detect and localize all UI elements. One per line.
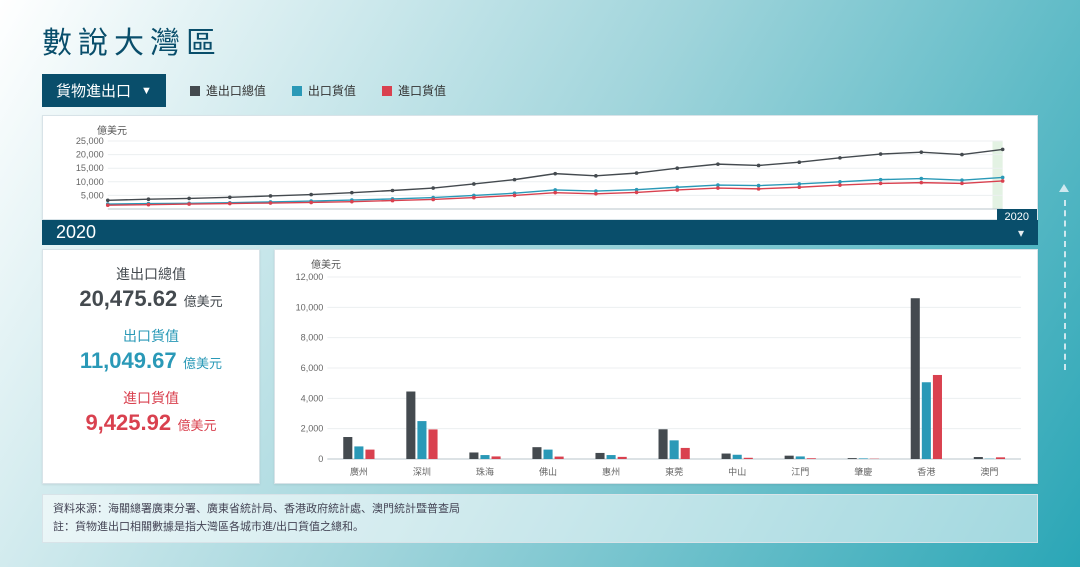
timeline-panel: 億美元 5,00010,00015,00020,00025,000 2020 (42, 115, 1038, 220)
svg-text:20,000: 20,000 (76, 150, 104, 160)
topbar: 貨物進出口 ▼ 進出口總值 出口貨值 進口貨值 (0, 74, 1080, 107)
legend: 進出口總值 出口貨值 進口貨值 (190, 82, 446, 99)
kpi-block: 進出口總值 20,475.62 億美元 (51, 264, 251, 312)
svg-text:肇慶: 肇慶 (854, 466, 872, 477)
year-bar: 2020 ▾ (42, 220, 1038, 245)
kpi-unit: 億美元 (184, 294, 223, 309)
legend-swatch (190, 86, 200, 96)
svg-text:珠海: 珠海 (476, 466, 494, 477)
svg-text:香港: 香港 (917, 466, 935, 477)
kpi-unit: 億美元 (183, 356, 222, 371)
legend-swatch (382, 86, 392, 96)
svg-text:25,000: 25,000 (76, 137, 104, 146)
svg-text:10,000: 10,000 (296, 302, 324, 312)
svg-text:中山: 中山 (728, 466, 746, 477)
svg-text:深圳: 深圳 (413, 467, 431, 477)
legend-label: 出口貨值 (308, 82, 356, 99)
kpi-unit: 億美元 (178, 418, 217, 433)
kpi-panel: 進出口總值 20,475.62 億美元 出口貨值 11,049.67 億美元 進… (42, 249, 260, 484)
svg-text:0: 0 (318, 454, 323, 464)
svg-text:8,000: 8,000 (301, 333, 324, 343)
dropdown-label: 貨物進出口 (56, 80, 131, 101)
bar-panel: 億美元 0 2,000 4,000 6,000 8,000 10,000 12,000 廣州 深… (274, 249, 1038, 484)
legend-item[interactable]: 進口貨值 (382, 82, 446, 99)
metric-dropdown[interactable]: 貨物進出口 ▼ (42, 74, 166, 107)
svg-text:東莞: 東莞 (665, 466, 683, 477)
chevron-down-icon: ▼ (141, 85, 152, 97)
city-bar-chart[interactable]: 0 2,000 4,000 6,000 8,000 10,000 12,000 廣州 深圳 珠海 佛… (283, 271, 1029, 481)
legend-item[interactable]: 進出口總值 (190, 82, 266, 99)
svg-text:澳門: 澳門 (980, 466, 998, 477)
page-title: 數說大灣區 (0, 0, 1080, 74)
svg-text:10,000: 10,000 (76, 177, 104, 187)
filter-icon[interactable]: ▾ (1018, 226, 1024, 240)
kpi-label: 出口貨值 (51, 326, 251, 346)
svg-text:廣州: 廣州 (350, 466, 368, 477)
kpi-value: 11,049.67 (80, 348, 177, 373)
kpi-label: 進出口總值 (51, 264, 251, 284)
timeline-chart[interactable]: 5,000 10,000 15,000 20,000 25,000 (53, 137, 1027, 215)
legend-swatch (292, 86, 302, 96)
kpi-block: 進口貨值 9,425.92 億美元 (51, 388, 251, 436)
side-decoration (1062, 200, 1066, 370)
svg-text:15,000: 15,000 (76, 163, 104, 173)
svg-text:6,000: 6,000 (301, 363, 324, 373)
svg-text:江門: 江門 (791, 467, 809, 477)
footnotes: 資料來源：海關總署廣東分署、廣東省統計局、香港政府統計處、澳門統計暨普查局註：貨… (42, 494, 1038, 543)
legend-label: 進口貨值 (398, 82, 446, 99)
bar-unit: 億美元 (311, 256, 1029, 271)
kpi-label: 進口貨值 (51, 388, 251, 408)
timeline-unit: 億美元 (97, 122, 1027, 137)
svg-text:2,000: 2,000 (301, 424, 324, 434)
kpi-block: 出口貨值 11,049.67 億美元 (51, 326, 251, 374)
footnote-line: 資料來源：海關總署廣東分署、廣東省統計局、香港政府統計處、澳門統計暨普查局 (53, 501, 1027, 519)
svg-text:惠州: 惠州 (602, 466, 620, 477)
legend-item[interactable]: 出口貨值 (292, 82, 356, 99)
legend-label: 進出口總值 (206, 82, 266, 99)
footnote-line: 註：貨物進出口相關數據是指大灣區各城市進/出口貨值之總和。 (53, 519, 1027, 537)
svg-text:4,000: 4,000 (301, 393, 324, 403)
kpi-value: 20,475.62 (79, 286, 177, 311)
svg-text:佛山: 佛山 (539, 466, 557, 477)
selected-year: 2020 (56, 222, 96, 243)
timeline-year-flag: 2020 (997, 209, 1037, 225)
svg-text:5,000: 5,000 (81, 190, 104, 200)
kpi-value: 9,425.92 (85, 410, 171, 435)
svg-text:12,000: 12,000 (296, 272, 324, 282)
